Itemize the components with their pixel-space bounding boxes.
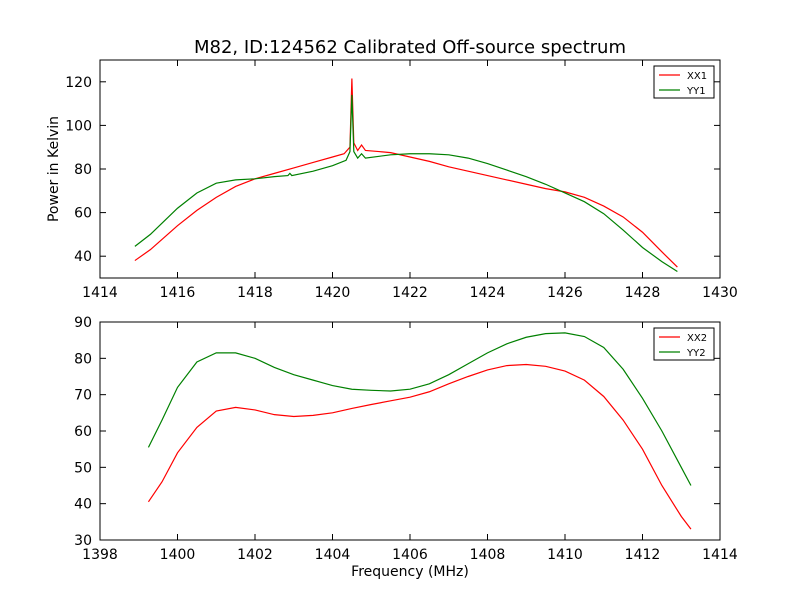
x-tick-label: 1418	[237, 285, 273, 301]
x-tick-label: 1406	[392, 547, 428, 563]
x-tick-label: 1422	[392, 285, 428, 301]
y-tick-label: 100	[65, 118, 92, 134]
y-tick-label: 80	[74, 162, 92, 178]
x-tick-label: 1416	[160, 285, 196, 301]
y-tick-label: 60	[74, 424, 92, 440]
y-tick-label: 30	[74, 533, 92, 549]
plot-panels: 1414 1416 1418 1420 1422 1424 1426 1428 1430 40 60…	[46, 59, 738, 580]
legend-box	[653, 327, 715, 361]
x-tick-label: 1420	[315, 285, 351, 301]
series-line-xx2	[147, 363, 692, 530]
series-line-yy1	[134, 94, 678, 272]
x-tick-label: 1424	[470, 285, 506, 301]
x-tick-label: 1428	[625, 285, 661, 301]
x-tick-label: 1400	[160, 547, 196, 563]
x-tick-label: 1430	[702, 285, 738, 301]
legend-label-xx2: XX2	[687, 333, 707, 344]
x-tick-label: 1398	[82, 547, 118, 563]
series-line-xx1	[134, 78, 678, 268]
y-tick-label: 40	[74, 497, 92, 513]
x-tick-label: 1402	[237, 547, 273, 563]
y-tick-label: 80	[74, 351, 92, 367]
x-axis-label: Frequency (MHz)	[351, 564, 469, 580]
legend-label-yy1: YY1	[686, 86, 706, 97]
x-tick-label: 1410	[547, 547, 583, 563]
x-tick-label: 1404	[315, 547, 351, 563]
figure-title: M82, ID:124562 Calibrated Off-source spe…	[194, 37, 626, 58]
legend-box	[653, 65, 715, 99]
legend-label-xx1: XX1	[687, 71, 707, 82]
chart-panel-2: 1398 1400 1402 1404 1406 1408 1410 1412 1414 30 40…	[74, 315, 738, 580]
y-tick-label: 50	[74, 460, 92, 476]
legend-label-yy2: YY2	[686, 348, 706, 359]
chart-panel-1: 1414 1416 1418 1420 1422 1424 1426 1428 1430 40 60…	[46, 59, 738, 301]
x-tick-label: 1414	[702, 547, 738, 563]
y-tick-label: 90	[74, 315, 92, 331]
plot-frame	[99, 59, 721, 279]
series-line-yy2	[147, 332, 692, 486]
y-tick-label: 60	[74, 206, 92, 222]
x-tick-label: 1408	[470, 547, 506, 563]
plot-frame	[99, 321, 721, 541]
y-tick-label: 40	[74, 249, 92, 265]
y-tick-label: 120	[65, 75, 92, 91]
x-tick-label: 1412	[625, 547, 661, 563]
x-tick-label: 1414	[82, 285, 118, 301]
y-tick-label: 70	[74, 388, 92, 404]
x-tick-label: 1426	[547, 285, 583, 301]
y-axis-label: Power in Kelvin	[46, 116, 62, 222]
